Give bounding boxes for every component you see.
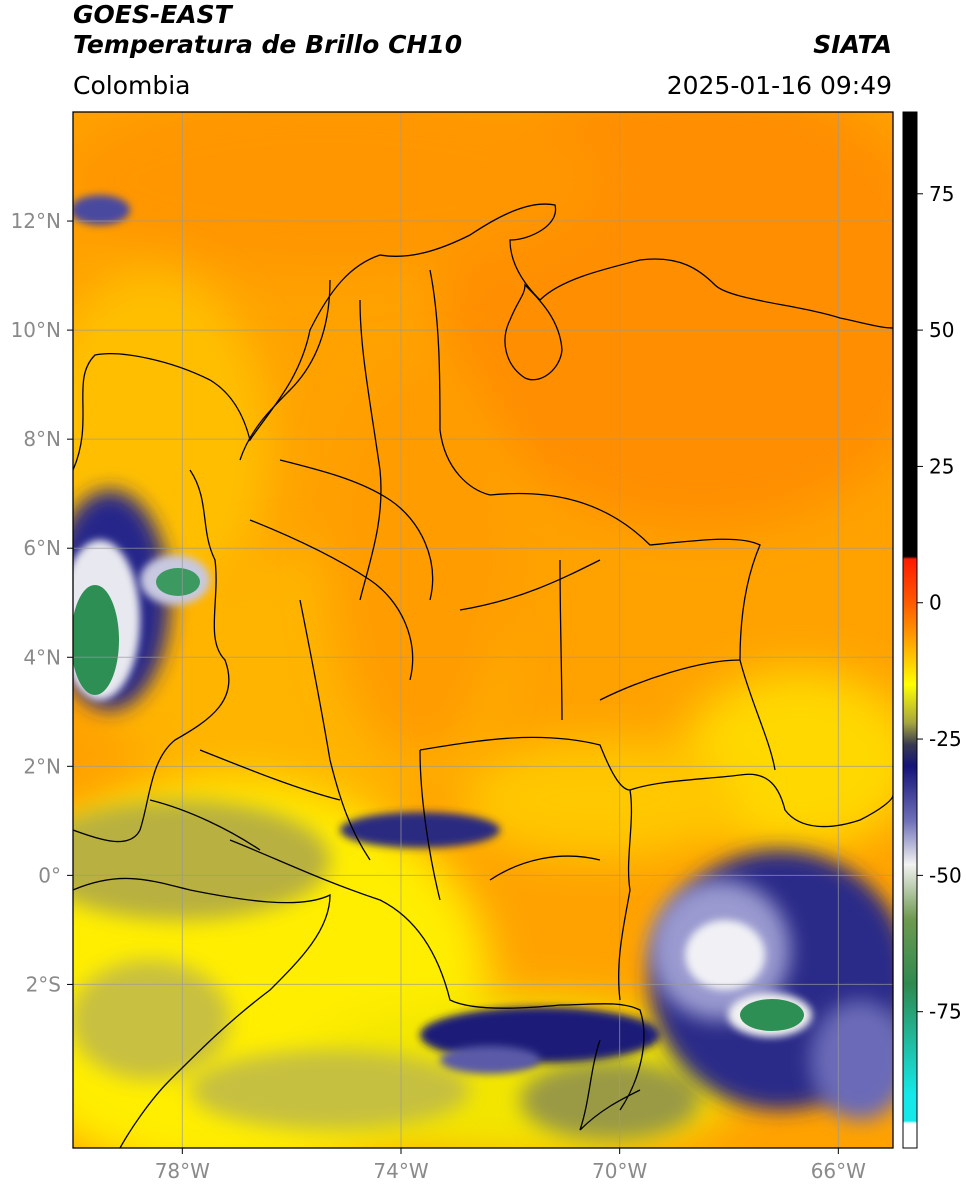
colorbar-tick-label: -75 — [929, 1000, 962, 1024]
coastline-north — [73, 203, 893, 471]
brand-label: SIATA — [813, 30, 892, 59]
dept-6 — [419, 736, 631, 791]
dept-3 — [429, 269, 491, 496]
dept-13 — [149, 799, 261, 851]
lon-axis: 78°W 74°W 70°W 66°W — [155, 1148, 866, 1183]
ecuador-peru — [73, 877, 331, 1148]
lat-tick-label: 6°N — [23, 536, 61, 560]
colorbar-tick-label: 50 — [929, 318, 954, 342]
colorbar: 75 50 25 0 -25 -50 -75 — [902, 111, 962, 1149]
lat-tick-label: 4°N — [23, 645, 61, 669]
dept-2 — [359, 299, 382, 601]
map-border — [72, 111, 894, 1149]
lon-tick-label: 70°W — [592, 1159, 647, 1183]
satellite-title: GOES-EAST — [73, 0, 232, 29]
colorbar-ticks: 75 50 25 0 -25 -50 -75 — [917, 182, 962, 1024]
dept-7 — [459, 559, 601, 611]
lat-tick-label: 10°N — [11, 318, 61, 342]
colorbar-tick-label: -50 — [929, 863, 962, 887]
colombia-east-border — [617, 773, 893, 1001]
cloud-layer — [73, 112, 893, 1148]
lon-tick-label: 78°W — [155, 1159, 210, 1183]
map-frame — [73, 112, 893, 1148]
brazil-border — [579, 1039, 641, 1131]
grid — [73, 112, 893, 1148]
lat-axis: 12°N 10°N 8°N 6°N 4°N 2°N 0° 2°S — [11, 209, 73, 996]
coastlines-borders — [73, 203, 893, 1148]
lat-tick-label: 2°S — [26, 972, 61, 996]
venezuela-border — [489, 492, 776, 771]
dept-4 — [249, 519, 414, 681]
colorbar-tick-label: 25 — [929, 454, 954, 478]
coastline-pacific — [73, 469, 230, 843]
region-label: Colombia — [73, 71, 191, 100]
dept-1 — [279, 459, 434, 601]
lat-tick-label: 12°N — [11, 209, 61, 233]
lat-tick-label: 2°N — [23, 754, 61, 778]
dept-8 — [559, 559, 563, 721]
dept-12 — [199, 749, 341, 801]
product-title: Temperatura de Brillo CH10 — [73, 30, 463, 59]
dept-5 — [299, 599, 371, 861]
dept-14 — [239, 279, 331, 461]
lat-tick-label: 0° — [38, 863, 61, 887]
colorbar-fill — [903, 112, 917, 1148]
lake-maracaibo — [504, 283, 563, 381]
lat-tick-label: 8°N — [23, 427, 61, 451]
dept-11 — [489, 855, 601, 881]
dept-10 — [599, 659, 741, 701]
colombia-south-border — [229, 839, 645, 1111]
colorbar-tick-label: -25 — [929, 727, 962, 751]
dept-9 — [419, 749, 441, 901]
colorbar-tick-label: 75 — [929, 182, 954, 206]
lon-tick-label: 74°W — [373, 1159, 428, 1183]
timestamp-label: 2025-01-16 09:49 — [666, 71, 892, 100]
colorbar-border — [902, 111, 918, 1149]
lon-tick-label: 66°W — [811, 1159, 866, 1183]
colorbar-tick-label: 0 — [929, 591, 942, 615]
